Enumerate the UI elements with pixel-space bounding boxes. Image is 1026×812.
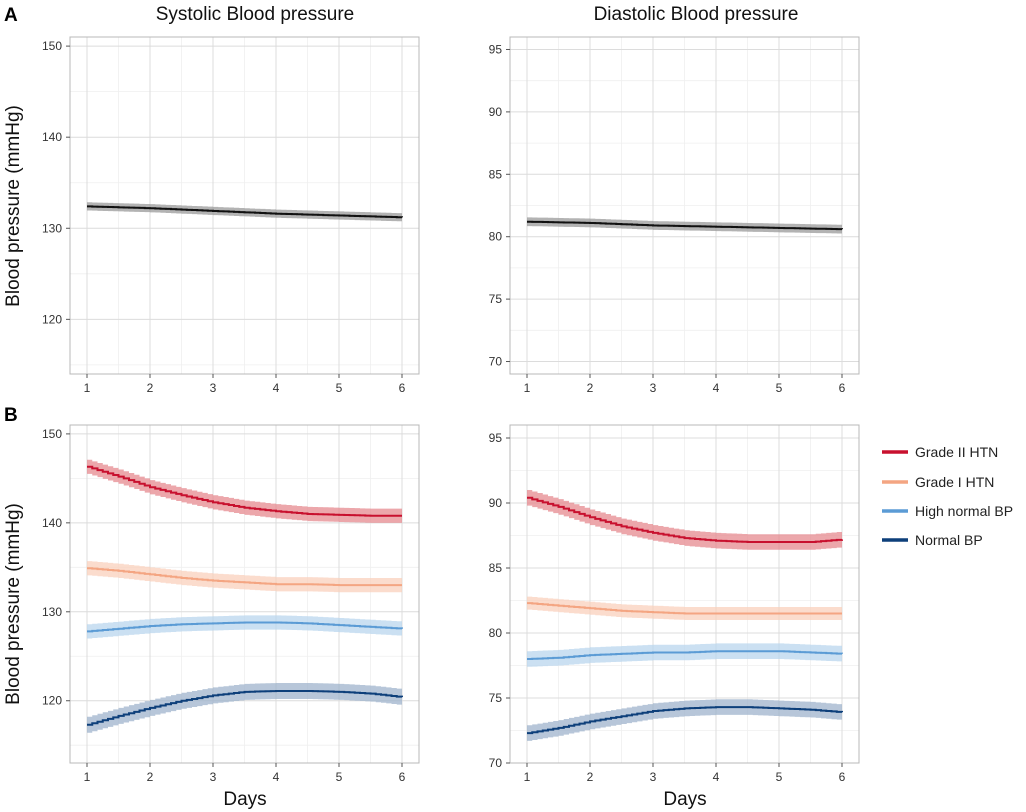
plot-frame [69, 424, 420, 764]
x-tick-label: 2 [147, 381, 154, 395]
ci-band-high-normal-bp [527, 643, 842, 667]
y-tick-label: 140 [42, 130, 62, 144]
series-line-grade-ii-htn [527, 496, 843, 543]
col-title-diastolic: Diastolic Blood pressure [594, 4, 799, 25]
x-axis-label-right: Days [663, 789, 706, 810]
series-line-overall [87, 205, 403, 219]
x-tick-label: 4 [713, 381, 720, 395]
y-tick-label: 95 [489, 431, 503, 445]
x-tick-label: 1 [524, 381, 531, 395]
y-tick-label: 70 [489, 355, 503, 369]
y-tick-label: 95 [489, 42, 503, 56]
series-line-grade-ii-htn [87, 465, 402, 517]
series-line-grade-i-htn [527, 602, 842, 615]
x-tick-label: 1 [84, 381, 91, 395]
legend-label-normal-bp: Normal BP [915, 532, 983, 548]
x-tick-label: 4 [273, 381, 280, 395]
plot-frame [509, 36, 860, 375]
plot-frame [509, 424, 860, 764]
y-tick-label: 80 [489, 230, 503, 244]
series-line-overall [527, 220, 843, 231]
x-tick-label: 5 [336, 770, 343, 784]
chart-panel-b-diastolic: 1 2 3 4 5 6 70 75 80 85 90 95 [489, 424, 860, 784]
col-title-systolic: Systolic Blood pressure [156, 4, 355, 25]
series-line-normal-bp [87, 689, 403, 726]
legend-label-grade-i-htn: Grade I HTN [915, 474, 994, 490]
series-line-grade-i-htn [87, 567, 402, 587]
y-tick-label: 80 [489, 626, 503, 640]
x-tick-label: 6 [839, 770, 846, 784]
x-tick-label: 6 [399, 381, 406, 395]
x-tick-label: 4 [273, 770, 280, 784]
y-tick-label: 120 [42, 694, 62, 708]
y-tick-label: 85 [489, 167, 503, 181]
x-tick-label: 1 [524, 770, 531, 784]
ci-band-normal-bp [527, 699, 842, 741]
y-tick-label: 85 [489, 561, 503, 575]
panel-label-b: B [4, 405, 18, 426]
x-tick-label: 2 [147, 770, 154, 784]
x-tick-label: 3 [650, 770, 657, 784]
y-tick-label: 120 [42, 312, 62, 326]
x-tick-label: 5 [776, 770, 783, 784]
y-tick-label: 130 [42, 221, 62, 235]
y-tick-label: 90 [489, 105, 503, 119]
x-tick-label: 3 [650, 381, 657, 395]
legend: Grade II HTN Grade I HTN High normal BP … [882, 444, 1013, 548]
y-tick-label: 150 [42, 39, 62, 53]
y-axis-label-bottom: Blood pressure (mmHg) [3, 503, 24, 705]
x-axis-label-left: Days [223, 789, 266, 810]
legend-label-high-normal-bp: High normal BP [915, 503, 1013, 519]
x-tick-label: 6 [399, 770, 406, 784]
y-tick-label: 75 [489, 691, 503, 705]
x-tick-label: 4 [713, 770, 720, 784]
y-tick-label: 140 [42, 516, 62, 530]
x-tick-label: 3 [210, 381, 217, 395]
x-tick-label: 6 [839, 381, 846, 395]
series-line-high-normal-bp [527, 650, 843, 660]
plot-frame [69, 36, 420, 375]
x-tick-label: 5 [776, 381, 783, 395]
chart-panel-a-systolic: 1 2 3 4 5 6 120 130 140 150 [42, 36, 420, 395]
x-tick-label: 5 [336, 381, 343, 395]
ci-band-high-normal-bp [87, 615, 402, 639]
series-line-normal-bp [527, 706, 843, 735]
x-tick-label: 1 [84, 770, 91, 784]
y-axis-label-top: Blood pressure (mmHg) [3, 105, 24, 307]
ci-band-grade-ii-htn [527, 490, 842, 550]
y-tick-label: 90 [489, 496, 503, 510]
chart-panel-a-diastolic: 1 2 3 4 5 6 70 75 80 85 90 95 [489, 36, 860, 395]
ci-band-normal-bp [87, 682, 402, 733]
x-tick-label: 2 [587, 770, 594, 784]
panel-label-a: A [4, 5, 18, 26]
legend-label-grade-ii-htn: Grade II HTN [915, 444, 998, 460]
y-tick-label: 130 [42, 605, 62, 619]
y-tick-label: 150 [42, 427, 62, 441]
series-line-high-normal-bp [87, 621, 403, 633]
y-tick-label: 75 [489, 292, 503, 306]
chart-panel-b-systolic: 1 2 3 4 5 6 120 130 140 150 [42, 424, 420, 784]
x-tick-label: 3 [210, 770, 217, 784]
x-tick-label: 2 [587, 381, 594, 395]
y-tick-label: 70 [489, 756, 503, 770]
